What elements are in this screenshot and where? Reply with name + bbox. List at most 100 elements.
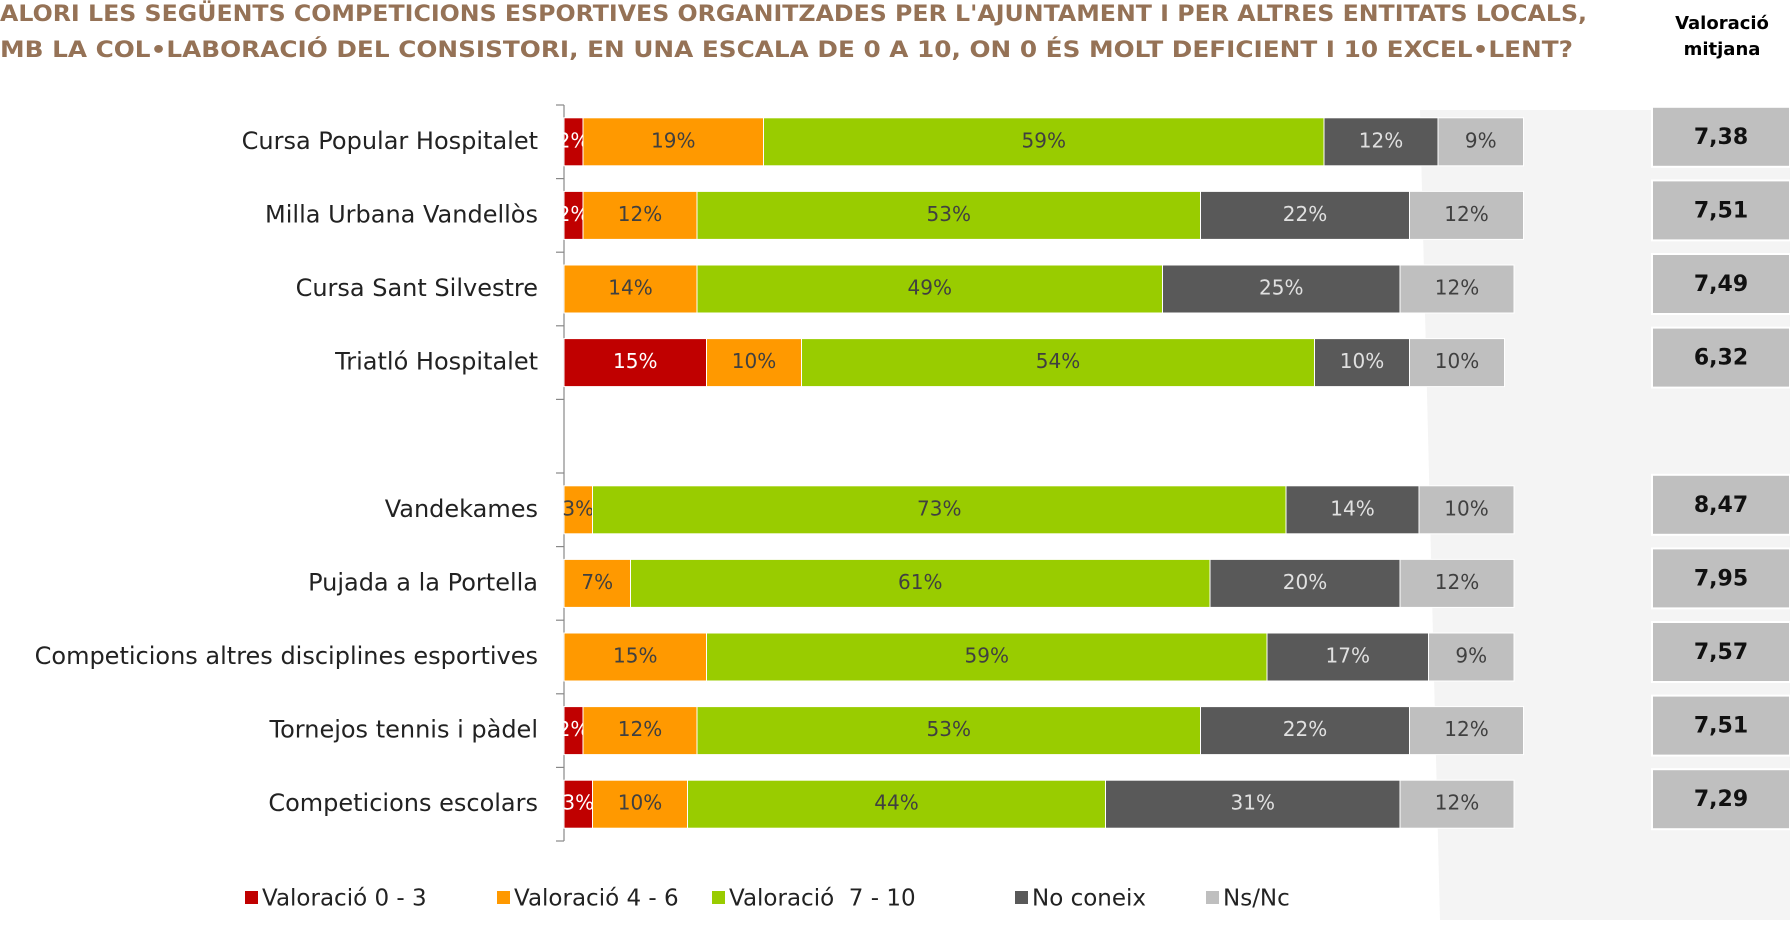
data-label: 17% xyxy=(1326,644,1370,668)
average-box xyxy=(1651,473,1790,536)
bar-segment xyxy=(1105,779,1401,829)
data-label: 53% xyxy=(927,202,971,226)
category-label: Tornejos tennis i pàdel xyxy=(269,716,538,744)
bar-segment xyxy=(696,264,1163,314)
legend-label: No coneix xyxy=(1032,886,1146,912)
average-label: 7,51 xyxy=(1694,714,1748,739)
bar-segment xyxy=(630,558,1211,608)
legend-label: Valoració 4 - 6 xyxy=(514,886,679,912)
data-label: 22% xyxy=(1283,202,1327,226)
data-label: 12% xyxy=(1444,202,1488,226)
data-label: 12% xyxy=(1359,128,1403,152)
bar-segment xyxy=(582,706,698,756)
average-label: 7,49 xyxy=(1694,272,1748,297)
data-label: 59% xyxy=(965,644,1009,668)
average-box xyxy=(1651,326,1790,389)
data-label: 3% xyxy=(562,791,594,815)
bar-segment xyxy=(1399,264,1515,314)
legend-swatch xyxy=(1206,891,1219,904)
average-label: 7,29 xyxy=(1694,787,1748,812)
category-label: Pujada a la Portella xyxy=(308,568,538,596)
category-label: Competicions altres disciplines esportiv… xyxy=(35,642,538,670)
data-label: 10% xyxy=(1340,349,1384,373)
average-box xyxy=(1651,768,1790,831)
bar-segment xyxy=(582,117,764,167)
average-box xyxy=(1651,179,1790,242)
bar-segment xyxy=(1200,190,1410,240)
legend-swatch xyxy=(1015,891,1028,904)
data-label: 10% xyxy=(618,791,662,815)
bar-segment xyxy=(592,779,688,829)
bar-segment xyxy=(1437,117,1524,167)
average-box xyxy=(1651,694,1790,757)
data-label: 7% xyxy=(581,570,613,594)
data-label: 12% xyxy=(1444,717,1488,741)
bar-segment xyxy=(1418,485,1515,535)
data-label: 12% xyxy=(618,202,662,226)
average-label: 7,57 xyxy=(1694,640,1748,665)
bar-segment xyxy=(801,338,1315,388)
category-label: Competicions escolars xyxy=(268,789,538,817)
data-label: 12% xyxy=(1435,791,1479,815)
bar-segment xyxy=(563,558,631,608)
legend-label: Ns/Nc xyxy=(1223,886,1290,912)
average-box xyxy=(1651,547,1790,610)
average-label: 6,32 xyxy=(1694,346,1748,371)
bar-segment xyxy=(1266,632,1429,682)
bar-segment xyxy=(1323,117,1439,167)
bar-segment xyxy=(1409,190,1524,240)
data-label: 9% xyxy=(1465,128,1497,152)
chart-title: ALORI LES SEGÜENTS COMPETICIONS ESPORTIV… xyxy=(0,1,1587,27)
data-label: 53% xyxy=(927,717,971,741)
category-label: Milla Urbana Vandellòs xyxy=(265,200,538,228)
data-label: 19% xyxy=(651,128,695,152)
legend-swatch xyxy=(245,891,258,904)
legend-label: Valoració 0 - 3 xyxy=(262,886,427,912)
chart-title: MB LA COL•LABORACIÓ DEL CONSISTORI, EN U… xyxy=(0,37,1573,63)
bar-segment xyxy=(1428,632,1515,682)
bar-segment xyxy=(1409,706,1524,756)
average-label: 7,95 xyxy=(1694,566,1748,591)
average-label: 8,47 xyxy=(1694,493,1748,518)
data-label: 15% xyxy=(613,349,657,373)
bar-segment xyxy=(1285,485,1420,535)
bar-segment xyxy=(1409,338,1505,388)
average-label: 7,38 xyxy=(1694,125,1748,150)
legend-swatch xyxy=(497,891,510,904)
bar-segment xyxy=(706,632,1268,682)
data-label: 12% xyxy=(618,717,662,741)
data-label: 14% xyxy=(608,276,652,300)
bar-segment xyxy=(563,264,698,314)
data-label: 22% xyxy=(1283,717,1327,741)
average-box xyxy=(1651,253,1790,315)
averages-title: Valoració xyxy=(1675,13,1769,34)
data-label: 73% xyxy=(917,496,961,520)
average-box xyxy=(1651,105,1790,168)
bar-segment xyxy=(696,706,1201,756)
data-label: 31% xyxy=(1231,791,1275,815)
data-label: 10% xyxy=(732,349,776,373)
bar-segment xyxy=(563,779,593,829)
bar-segment xyxy=(1314,338,1410,388)
data-label: 54% xyxy=(1036,349,1080,373)
data-label: 12% xyxy=(1435,570,1479,594)
bar-segment xyxy=(696,190,1201,240)
bar-segment xyxy=(706,338,802,388)
bar-segment xyxy=(1399,779,1515,829)
legend-label: Valoració 7 - 10 xyxy=(729,886,916,912)
data-label: 12% xyxy=(1435,276,1479,300)
category-label: Cursa Sant Silvestre xyxy=(296,274,538,302)
category-label: Cursa Popular Hospitalet xyxy=(242,127,538,155)
data-label: 3% xyxy=(562,496,594,520)
data-label: 59% xyxy=(1022,128,1066,152)
bar-segment xyxy=(687,779,1106,829)
data-label: 20% xyxy=(1283,570,1327,594)
bar-segment xyxy=(1399,558,1515,608)
data-label: 25% xyxy=(1259,276,1303,300)
bar-segment xyxy=(563,485,593,535)
data-label: 44% xyxy=(874,791,918,815)
data-label: 10% xyxy=(1444,496,1488,520)
average-box xyxy=(1651,621,1790,683)
data-label: 10% xyxy=(1435,349,1479,373)
